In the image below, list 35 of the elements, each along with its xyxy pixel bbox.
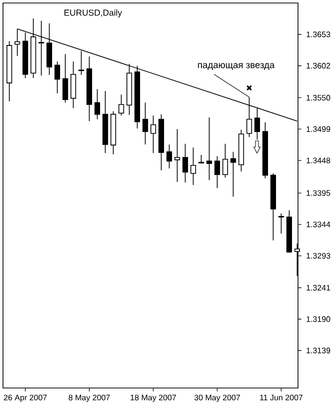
y-tick-label: 1.3139 (306, 348, 330, 354)
candlestick (54, 61, 60, 94)
y-tick-label: 1.3499 (306, 126, 330, 132)
text: EURUSD,Daily (64, 9, 122, 18)
candlestick (166, 144, 172, 169)
candlestick (142, 102, 148, 145)
y-tick-label: 1.3293 (306, 252, 330, 259)
y-tick-label: 1.3241 (306, 284, 330, 291)
candlestick (94, 88, 100, 120)
candlestick (278, 212, 284, 234)
y-tick-label: 1.3344 (306, 222, 330, 228)
x-tick-label: 30 May 2007 (194, 394, 240, 402)
candlestick (118, 94, 124, 116)
y-tick-label: 1.3550 (306, 94, 330, 101)
y-tick-label: 1.3395 (306, 190, 330, 196)
candlestick (190, 147, 196, 186)
x-tick-label: 8 May 2007 (68, 394, 110, 402)
candlestick (62, 54, 68, 104)
candlestick (214, 156, 220, 189)
candlestick (174, 128, 180, 182)
y-tick-label: 1.3653 (306, 32, 330, 38)
candlestick (70, 61, 76, 109)
candlestick (182, 143, 188, 183)
candlestick (206, 116, 212, 181)
candlestick (150, 115, 156, 154)
y-tick-label: 1.3448 (306, 158, 330, 164)
candlestick (78, 50, 84, 76)
annotation: падающая звезда (198, 63, 275, 70)
y-tick-label: 1.3602 (306, 62, 330, 69)
candlestick (222, 143, 228, 178)
x-tick-label: 11 Jun 2007 (260, 394, 303, 400)
x-tick-label: 26 Apr 2007 (4, 394, 47, 402)
x-tick-label: 18 May 2007 (130, 394, 176, 402)
y-tick-label: 1.3190 (306, 316, 330, 322)
candlestick (230, 151, 236, 198)
